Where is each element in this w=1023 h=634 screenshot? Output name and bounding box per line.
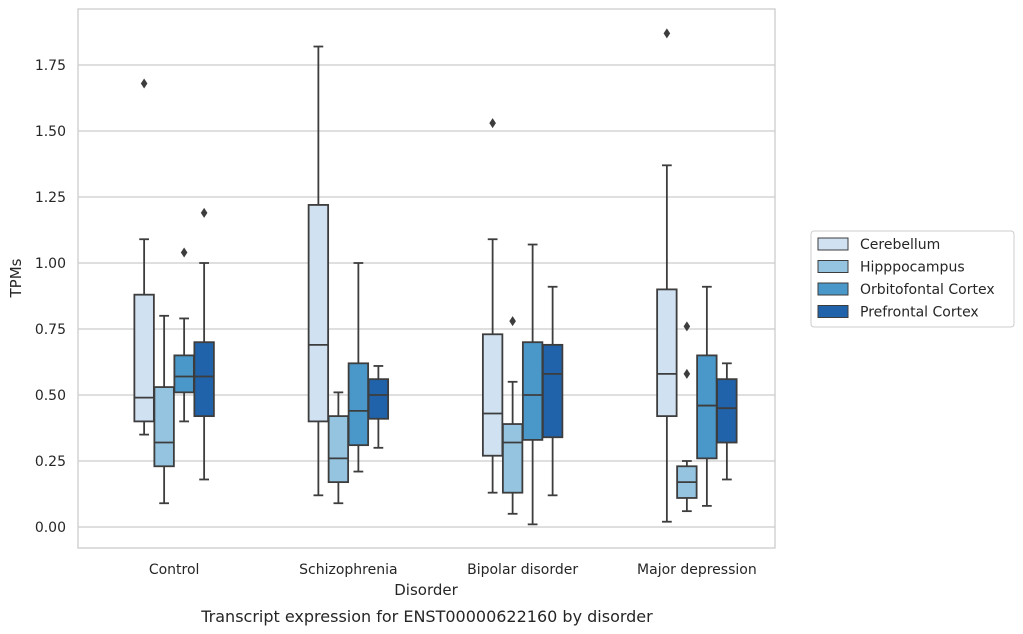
box-prefrontal-cortex — [541, 285, 564, 497]
outlier-point — [140, 78, 148, 89]
box-hipppocampus — [327, 391, 350, 505]
box-iqr — [133, 293, 155, 423]
box-iqr — [521, 341, 544, 441]
box-iqr — [716, 378, 738, 444]
y-axis-ticks: 0.00 0.25 0.50 0.75 1.00 1.25 1.50 1.75 — [35, 58, 66, 536]
legend-label: Prefrontal Cortex — [860, 305, 979, 321]
x-tick-label: Control — [149, 562, 200, 578]
box-orbitofontal-cortex — [696, 285, 718, 507]
box-iqr — [193, 341, 215, 418]
x-axis-label: Disorder — [394, 581, 458, 599]
x-tick-label: Major depression — [637, 562, 757, 578]
box-iqr — [481, 333, 504, 457]
plot-background — [78, 9, 775, 548]
box-iqr — [347, 362, 370, 447]
y-tick-label: 0.50 — [35, 388, 66, 404]
box-prefrontal-cortex — [193, 207, 215, 481]
legend-swatch — [817, 260, 849, 273]
box-hipppocampus — [153, 314, 175, 505]
y-tick-label: 0.75 — [35, 322, 66, 338]
box-prefrontal-cortex — [716, 362, 738, 481]
box-hipppocampus — [501, 316, 524, 515]
legend-swatch — [817, 305, 849, 318]
y-tick-label: 1.00 — [35, 256, 66, 272]
legend-swatch — [817, 282, 849, 296]
legend-frame — [810, 230, 1015, 328]
x-axis-ticks: Control Schizophrenia Bipolar disorder Majo… — [149, 562, 757, 578]
y-tick-label: 1.50 — [35, 124, 66, 140]
box-hipppocampus — [676, 321, 698, 513]
y-tick-label: 1.75 — [35, 58, 66, 74]
box-cerebellum — [133, 78, 155, 436]
legend: Cerebellum Hipppocampus Orbitofontal Corte… — [810, 230, 1015, 328]
outlier-point — [180, 247, 188, 258]
box-cerebellum — [307, 45, 330, 497]
box-cerebellum — [656, 28, 678, 523]
y-tick-label: 0.25 — [35, 454, 66, 470]
plot-frame — [77, 8, 776, 549]
outlier-point — [683, 368, 691, 379]
outlier-point — [683, 321, 691, 332]
legend-label: Hipppocampus — [860, 260, 965, 276]
box-iqr — [656, 288, 678, 418]
box-iqr — [327, 415, 350, 484]
box-orbitofontal-cortex — [521, 243, 544, 526]
box-iqr — [307, 204, 330, 423]
box-iqr — [501, 423, 524, 494]
chart-caption: Transcript expression for ENST0000062216… — [200, 607, 653, 626]
box-iqr — [153, 386, 175, 468]
legend-swatch — [817, 237, 849, 251]
legend-label: Cerebellum — [860, 237, 940, 253]
box-iqr — [541, 343, 564, 439]
box-orbitofontal-cortex — [347, 262, 370, 473]
y-axis-label: TPMs — [7, 258, 25, 298]
legend-label: Orbitofontal Cortex — [860, 282, 995, 298]
box-cerebellum — [481, 118, 504, 494]
x-tick-label: Schizophrenia — [299, 562, 397, 578]
box-prefrontal-cortex — [367, 365, 390, 449]
outlier-point — [663, 28, 671, 39]
y-tick-label: 0.00 — [35, 520, 66, 536]
box-groups — [133, 28, 738, 526]
outlier-point — [489, 118, 496, 129]
box-iqr — [367, 378, 390, 420]
outlier-point — [200, 207, 208, 218]
box-iqr — [696, 354, 718, 460]
box-iqr — [173, 354, 195, 394]
x-tick-label: Bipolar disorder — [467, 562, 578, 578]
y-tick-label: 1.25 — [35, 190, 66, 206]
outlier-point — [509, 316, 516, 327]
